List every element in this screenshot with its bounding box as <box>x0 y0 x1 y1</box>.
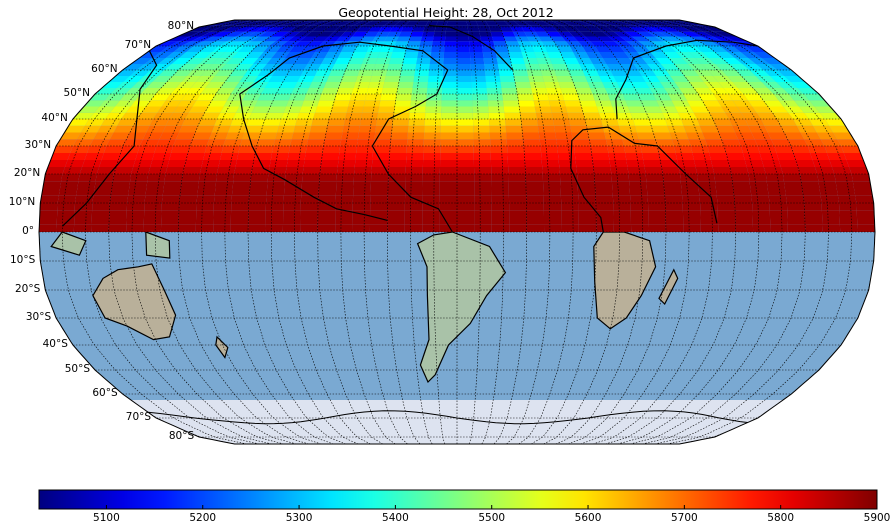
colorbar-tick-label: 5100 <box>93 512 120 524</box>
colorbar-tick-label: 5900 <box>863 512 891 524</box>
madagascar <box>658 268 679 306</box>
latitude-label: 40°S <box>42 338 68 350</box>
latitude-label: 80°S <box>168 430 195 442</box>
latitude-label: 50°N <box>63 87 91 99</box>
colorbar-tick-label: 5400 <box>382 512 409 524</box>
latitude-label: 0° <box>22 225 34 237</box>
geopotential-heatmap <box>39 20 875 232</box>
latitude-label: 20°S <box>15 283 41 295</box>
indonesia <box>50 231 87 256</box>
colorbar-tick-label: 5600 <box>574 512 602 524</box>
colorbar-tick-label: 5300 <box>285 512 313 524</box>
latitude-label: 70°N <box>124 39 152 51</box>
graticule <box>39 20 875 444</box>
map-outline <box>38 19 876 445</box>
latitude-label: 10°S <box>9 254 36 266</box>
colorbar-tick-label: 5200 <box>189 512 217 524</box>
africa-north-coast <box>570 126 718 233</box>
latitude-label: 80°N <box>167 20 195 32</box>
colorbar-tick-label: 5500 <box>478 512 506 524</box>
latitude-label: 20°N <box>13 167 41 179</box>
latitude-label: 10°N <box>8 196 36 208</box>
new-zealand <box>215 335 229 359</box>
north-america-coast <box>267 41 453 233</box>
south-america <box>416 231 507 384</box>
latitude-label: 60°N <box>91 63 118 75</box>
latitude-label: 40°N <box>41 112 68 124</box>
eurasia-coast <box>615 39 759 120</box>
australia <box>92 263 177 341</box>
latitude-label: 30°S <box>25 311 52 323</box>
latitude-label: 50°S <box>64 363 91 375</box>
map-title: Geopotential Height: 28, Oct 2012 <box>338 5 554 20</box>
asia-east-coast <box>62 50 158 227</box>
latitude-label: 70°S <box>125 411 152 423</box>
new-guinea <box>145 231 171 259</box>
latitude-label: 30°N <box>24 139 52 151</box>
antarctica-ice <box>39 400 875 444</box>
africa-south <box>593 231 657 330</box>
colorbar <box>38 489 878 510</box>
colorbar-tick-label: 5800 <box>767 512 795 524</box>
latitude-label: 60°S <box>92 387 118 399</box>
colorbar-tick-label: 5700 <box>670 512 698 524</box>
